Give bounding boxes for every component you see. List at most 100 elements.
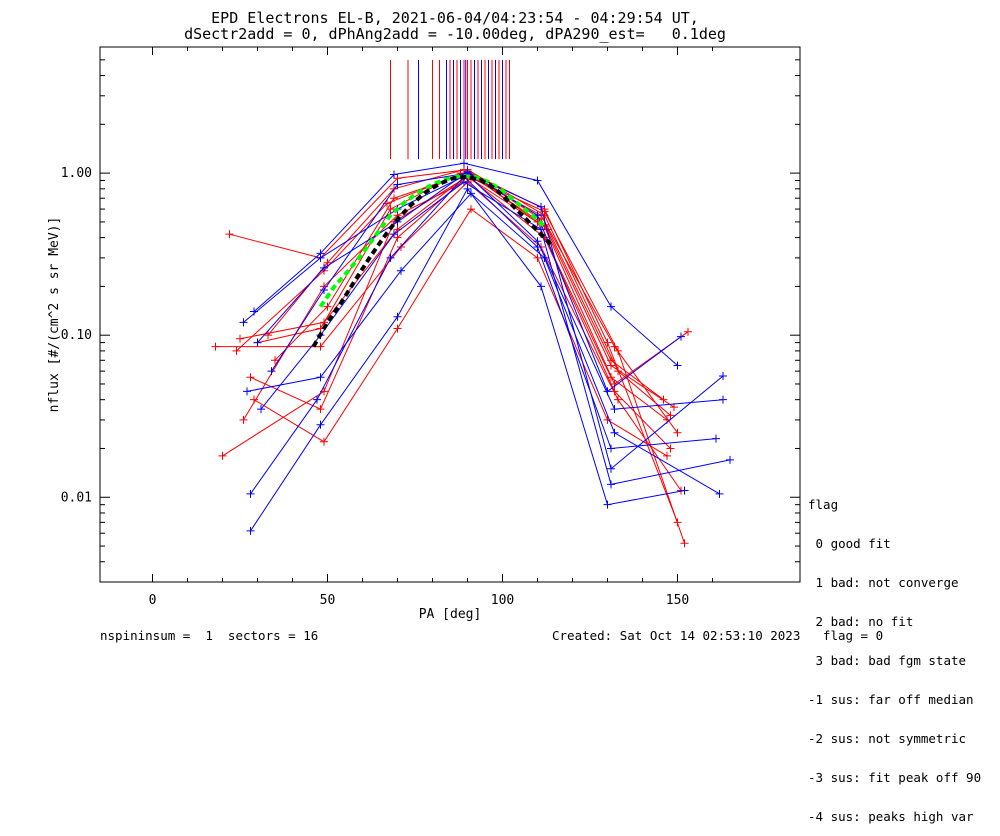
legend-item: -3 sus: fit peak off 90 xyxy=(808,770,982,785)
data-point-marker xyxy=(225,230,234,239)
data-point-marker xyxy=(313,395,321,404)
data-point-marker xyxy=(393,312,402,321)
red-series-line xyxy=(222,173,668,457)
blue-series-line xyxy=(257,171,682,393)
black-series-line xyxy=(311,174,553,348)
data-point-marker xyxy=(320,286,328,295)
data-point-marker xyxy=(316,373,325,382)
red-series-line xyxy=(267,169,678,523)
data-point-marker xyxy=(607,480,615,489)
data-point-marker xyxy=(257,405,265,414)
blue-series-line xyxy=(250,187,685,532)
data-point-marker xyxy=(250,395,258,404)
data-point-marker xyxy=(537,282,545,291)
data-point-marker xyxy=(610,405,619,414)
data-point-marker xyxy=(715,489,724,498)
data-point-marker xyxy=(323,302,332,311)
y-axis-label: nflux [#/(cm^2 s sr MeV)] xyxy=(47,217,62,413)
data-point-marker xyxy=(232,346,241,355)
data-point-marker xyxy=(537,202,545,211)
data-point-marker xyxy=(467,189,475,198)
data-point-marker xyxy=(243,387,251,396)
data-point-marker xyxy=(264,331,272,340)
data-point-marker xyxy=(607,464,615,473)
footer-sector-info: nspininsum = 1 sectors = 16 xyxy=(100,628,319,643)
red-series-line xyxy=(257,172,685,544)
data-point-marker xyxy=(533,237,542,246)
y-tick-label: 0.01 xyxy=(61,490,92,505)
axes: 0 50 100 150 0.01 0.10 1.00 xyxy=(61,46,800,608)
data-point-marker xyxy=(386,253,395,262)
data-point-marker xyxy=(460,159,468,168)
data-point-marker xyxy=(603,500,612,509)
data-point-marker xyxy=(460,178,468,187)
data-point-marker xyxy=(239,415,248,424)
red-series-line xyxy=(239,174,678,434)
data-point-marker xyxy=(607,444,615,453)
data-point-marker xyxy=(607,302,615,311)
x-tick-label: 150 xyxy=(666,593,689,608)
data-point-marker xyxy=(467,205,475,214)
data-point-marker xyxy=(663,451,671,460)
data-point-marker xyxy=(236,334,244,343)
data-point-marker xyxy=(267,367,276,376)
red-series-line xyxy=(253,208,668,457)
data-point-marker xyxy=(719,371,727,380)
data-point-marker xyxy=(320,437,328,446)
data-point-marker xyxy=(253,338,262,347)
data-point-marker xyxy=(610,342,619,351)
legend-item: 3 bad: bad fgm state xyxy=(808,653,967,668)
data-point-marker xyxy=(533,176,542,185)
chart-plot: 0 50 100 150 0.01 0.10 1.00 PA [deg] nflux [#/… xyxy=(47,46,801,622)
x-tick-label: 100 xyxy=(491,593,514,608)
data-point-marker xyxy=(726,455,734,464)
legend-item: 1 bad: not converge xyxy=(808,575,959,590)
data-point-marker xyxy=(390,194,398,203)
legend-header: flag xyxy=(808,497,839,512)
chart-title-line-1: EPD Electrons EL-B, 2021-06-04/04:23:54 … xyxy=(211,9,699,27)
data-point-marker xyxy=(680,539,689,548)
series-group xyxy=(211,159,734,548)
blue-series-line xyxy=(271,172,724,470)
data-point-marker xyxy=(677,332,685,341)
red-series-line xyxy=(243,178,671,449)
data-point-marker xyxy=(390,230,398,239)
y-tick-label: 1.00 xyxy=(61,166,92,181)
data-point-marker xyxy=(246,526,255,535)
red-series-line xyxy=(274,172,675,408)
data-point-marker xyxy=(610,387,619,396)
green-series-line xyxy=(318,173,546,308)
footer-created-info: Created: Sat Oct 14 02:53:10 2023 flag =… xyxy=(552,628,884,643)
data-point-marker xyxy=(666,444,675,453)
data-point-marker xyxy=(316,420,325,429)
data-point-marker xyxy=(666,411,675,420)
data-point-marker xyxy=(614,395,622,404)
data-point-marker xyxy=(673,361,682,370)
data-point-marker xyxy=(397,266,405,275)
x-tick-label: 0 xyxy=(149,593,157,608)
data-point-marker xyxy=(393,180,402,189)
data-point-marker xyxy=(393,324,402,333)
data-point-marker xyxy=(316,342,325,351)
data-point-marker xyxy=(316,405,325,414)
data-point-marker xyxy=(271,356,279,365)
data-point-marker xyxy=(218,451,227,460)
x-tick-label: 50 xyxy=(320,593,336,608)
data-point-marker xyxy=(246,489,255,498)
data-point-marker xyxy=(239,318,248,327)
data-point-marker xyxy=(712,434,720,443)
data-point-marker xyxy=(246,373,255,382)
data-point-marker xyxy=(603,415,612,424)
plot-frame xyxy=(99,46,801,583)
data-point-marker xyxy=(533,253,542,262)
data-point-marker xyxy=(390,170,398,179)
legend-item: -1 sus: far off median xyxy=(808,692,974,707)
data-point-marker xyxy=(211,342,220,351)
legend-item: -4 sus: peaks high var xyxy=(808,809,974,824)
data-point-marker xyxy=(603,338,612,347)
legend-item: -2 sus: not symmetric xyxy=(808,731,967,746)
data-point-marker xyxy=(463,184,472,193)
data-point-marker xyxy=(316,253,325,262)
data-point-marker xyxy=(673,518,682,527)
data-point-marker xyxy=(393,233,402,242)
